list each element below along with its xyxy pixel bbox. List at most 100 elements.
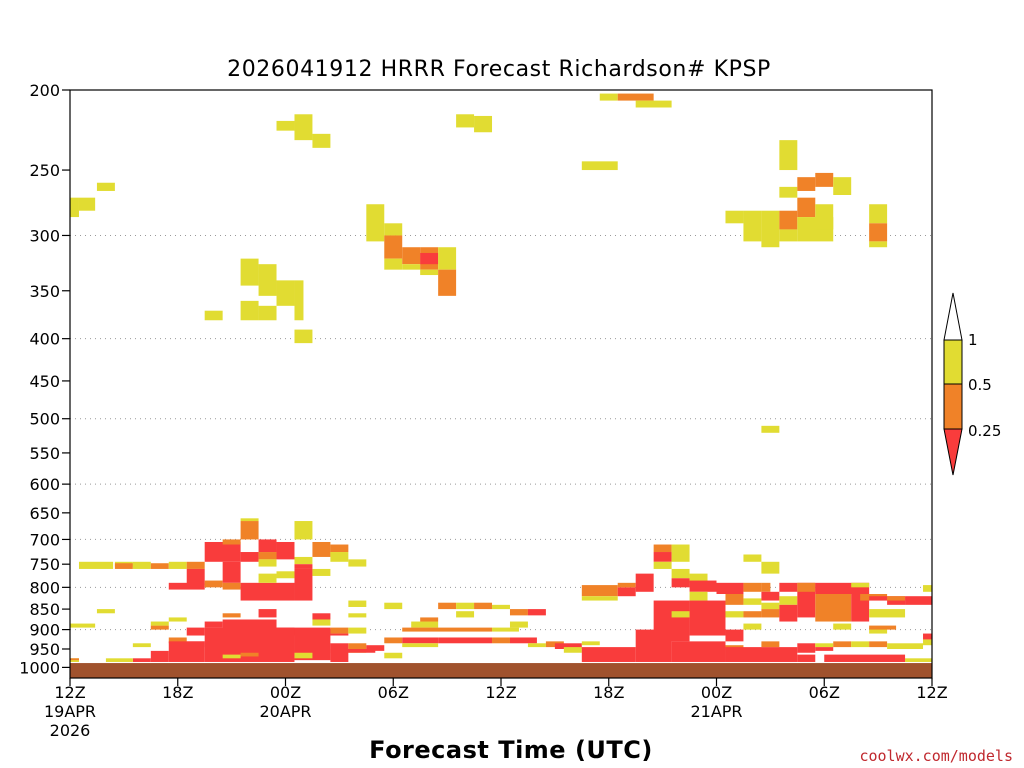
ri-cell-157 xyxy=(905,596,932,605)
ri-cell-69 xyxy=(330,552,349,562)
ri-cell-9 xyxy=(617,93,654,101)
ri-cell-30 xyxy=(384,235,403,259)
y-tick-label-900: 900 xyxy=(29,621,60,640)
ri-cell-162 xyxy=(132,658,151,662)
ri-cell-13 xyxy=(779,186,798,198)
ri-cell-1 xyxy=(78,197,96,211)
ri-cell-98 xyxy=(348,627,367,634)
y-axis: 200 250 300 350 400 450 500 550 600 650 700 750 800 8… xyxy=(19,81,70,677)
ri-cell-133 xyxy=(743,582,762,592)
ri-cell-25 xyxy=(869,204,888,224)
ri-cell-15 xyxy=(815,172,834,187)
ri-cell-174 xyxy=(366,645,385,651)
y-tick-label-200: 200 xyxy=(29,81,60,100)
ri-cell-61 xyxy=(258,552,277,560)
ri-cell-62 xyxy=(258,559,277,567)
ri-cell-40 xyxy=(258,264,277,296)
ri-cell-20 xyxy=(779,210,798,230)
ri-cell-106 xyxy=(492,604,510,610)
ri-cell-46 xyxy=(294,329,313,344)
y-tick-label-500: 500 xyxy=(29,410,60,429)
ri-cell-73 xyxy=(204,580,223,588)
y-tick-label-950: 950 xyxy=(29,640,60,659)
x-tick-label-12-0: 00Z xyxy=(270,683,301,702)
ri-cell-131 xyxy=(725,611,744,618)
ri-cell-116 xyxy=(635,573,654,592)
ri-cell-26 xyxy=(869,223,888,242)
ri-cell-74 xyxy=(222,561,241,583)
ri-cell-105 xyxy=(474,602,493,610)
ri-cell-94 xyxy=(312,613,331,620)
ri-cell-121 xyxy=(671,568,690,579)
ri-cell-67 xyxy=(312,541,331,557)
ri-cell-110 xyxy=(402,627,493,632)
ri-cell-209 xyxy=(797,654,816,662)
ri-cell-123 xyxy=(689,573,708,583)
ri-cell-6 xyxy=(456,114,475,128)
ri-cell-167 xyxy=(240,652,259,657)
ri-cell-19 xyxy=(761,210,780,248)
ri-cell-182 xyxy=(527,643,546,648)
ri-cell-80 xyxy=(312,568,331,576)
ri-cell-77 xyxy=(294,568,313,601)
x-tick-label-0-0: 12Z xyxy=(54,683,85,702)
ri-cell-83 xyxy=(70,623,96,628)
ri-cell-72 xyxy=(186,568,205,586)
x-tick-label-36-0: 00Z xyxy=(701,683,732,702)
ri-cell-130 xyxy=(725,594,744,605)
y-tick-label-300: 300 xyxy=(29,226,60,245)
ri-cell-103 xyxy=(456,602,475,610)
ri-cell-65 xyxy=(294,556,313,565)
ri-cell-90 xyxy=(222,613,241,618)
ri-cell-178 xyxy=(402,643,439,648)
colorbar-label-2: 0.25 xyxy=(968,422,1001,440)
ri-cell-111 xyxy=(492,627,519,632)
plot-area xyxy=(69,89,933,679)
colorbar-label-1: 0.5 xyxy=(968,376,992,394)
ri-cell-206 xyxy=(132,643,151,648)
ri-cell-202 xyxy=(905,658,932,662)
ri-cell-32 xyxy=(402,247,421,265)
ri-cell-139 xyxy=(761,602,780,610)
ri-cell-115 xyxy=(617,582,636,588)
y-tick-label-350: 350 xyxy=(29,282,60,301)
colorbar-bin-orange xyxy=(943,383,963,430)
x-tick-label-30-0: 18Z xyxy=(593,683,624,702)
ri-cell-29 xyxy=(384,223,403,236)
ri-cell-143 xyxy=(779,582,798,592)
ri-cell-113 xyxy=(581,596,618,601)
ri-cell-195 xyxy=(815,647,834,651)
ri-cell-50 xyxy=(114,563,133,569)
ri-cell-78 xyxy=(258,573,277,583)
y-tick-label-700: 700 xyxy=(29,530,60,549)
ri-cell-54 xyxy=(186,561,205,569)
ri-cell-128 xyxy=(689,600,726,636)
ri-cell-97 xyxy=(330,633,349,636)
ri-cell-194 xyxy=(815,643,834,648)
ri-cell-76 xyxy=(240,582,295,601)
ri-cell-147 xyxy=(797,582,816,592)
ri-cell-66 xyxy=(294,564,313,569)
ri-cell-154 xyxy=(869,609,906,618)
colorbar-bin-yellow xyxy=(943,339,963,385)
ri-cell-120 xyxy=(671,544,690,562)
ri-cell-63 xyxy=(276,541,295,560)
y-tick-label-400: 400 xyxy=(29,330,60,349)
ri-cell-101 xyxy=(420,617,439,622)
ri-cell-51 xyxy=(132,561,151,569)
ri-cell-109 xyxy=(509,621,528,628)
ri-cell-45 xyxy=(204,310,223,321)
ri-cell-197 xyxy=(851,641,870,648)
ri-cell-196 xyxy=(833,641,852,648)
ri-cell-192 xyxy=(761,641,780,648)
ri-cell-100 xyxy=(411,621,439,628)
ri-cell-163 xyxy=(150,650,169,662)
ri-cell-48 xyxy=(78,561,114,569)
ri-cell-18 xyxy=(743,210,762,242)
ri-cell-179 xyxy=(438,637,493,644)
ri-cell-135 xyxy=(743,611,762,618)
x-tick-label-24-0: 12Z xyxy=(485,683,516,702)
ri-cell-175 xyxy=(384,652,403,659)
ri-cell-138 xyxy=(761,591,780,601)
ri-cell-134 xyxy=(743,598,762,605)
